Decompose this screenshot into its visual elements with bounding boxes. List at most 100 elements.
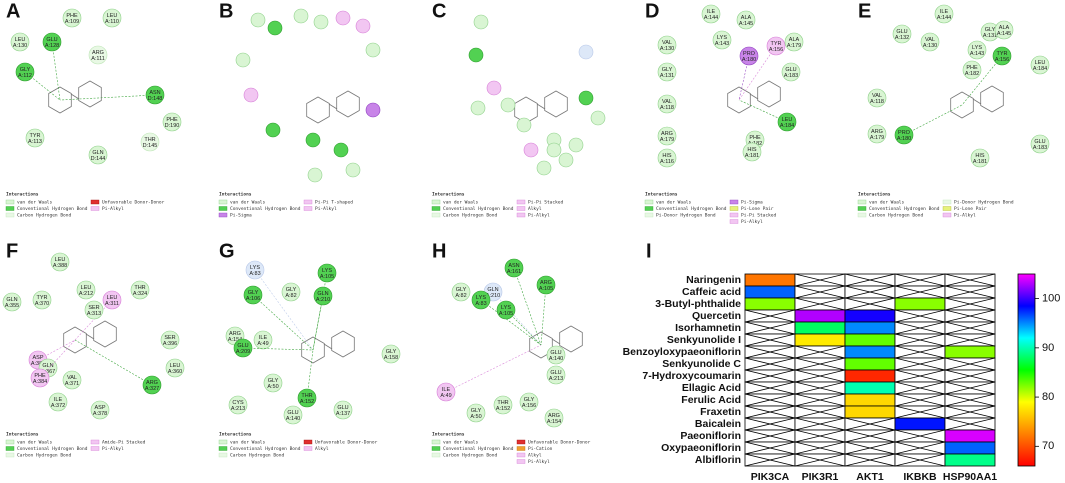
residue-name: GLY (248, 290, 259, 296)
ligand-ring (544, 90, 568, 118)
residue (739, 46, 759, 66)
cell-cross (744, 369, 796, 383)
residue-name: HIS (747, 147, 757, 153)
legend-label: van der Waals (869, 200, 905, 206)
row-label: Baicalein (695, 418, 741, 430)
docking-panel: A PHEA:109LEUA:110LEUA:130GLUA:128ARGA:11… (5, 0, 182, 219)
residue-name: THR (497, 400, 508, 406)
cell-cross (794, 393, 846, 407)
legend-swatch (729, 212, 739, 218)
residue (333, 400, 353, 420)
residue (558, 152, 574, 168)
residue (50, 252, 70, 272)
residue-name: THR (301, 393, 312, 399)
legend-swatch (857, 212, 867, 218)
residue-name: VAL (67, 375, 77, 381)
cell-cross (744, 453, 796, 467)
interaction-line (252, 294, 314, 351)
residue-name: HIS (975, 153, 985, 159)
cell-cross (844, 273, 896, 287)
residue (736, 10, 756, 30)
cell-cross (944, 285, 996, 299)
residue (920, 32, 940, 52)
residue (32, 290, 52, 310)
residue (496, 300, 516, 320)
residue-id: A:156 (522, 403, 536, 409)
legend-swatch (516, 212, 526, 218)
residue-name: LEU (170, 363, 181, 369)
legend-swatch (5, 446, 15, 451)
cell-cross (794, 369, 846, 383)
cell-cross (894, 453, 946, 467)
legend-label: Alkyl (528, 453, 542, 459)
residue-id: A:161 (507, 269, 521, 275)
residue-name: LYS (322, 268, 332, 274)
column-label: PIK3CA (751, 471, 790, 483)
residue-name: ALA (789, 37, 800, 43)
residue-name: ARG (229, 331, 241, 337)
residue (102, 290, 122, 310)
panel-letter: G (219, 240, 235, 262)
legend-label: Pi-Alkyl (528, 459, 550, 465)
residue (160, 330, 180, 350)
residue-name: ARG (548, 413, 560, 419)
legend-swatch (942, 199, 952, 205)
row-label: Ferulic Acid (681, 394, 741, 406)
residue-id: A:145 (739, 21, 753, 27)
cell-cross (894, 381, 946, 395)
residue (701, 4, 721, 24)
panel-letter: D (645, 0, 659, 22)
residue (42, 32, 62, 52)
cell-cross (794, 297, 846, 311)
cell-cross (894, 357, 946, 371)
residue (102, 8, 122, 28)
residue-id: A:143 (715, 41, 729, 47)
cell-cross (944, 405, 996, 419)
row-label: Benzoyloxypaeoniflorin (623, 346, 741, 358)
ligand-ring (78, 80, 102, 108)
residue-id: A:111 (91, 56, 105, 62)
cell-cross (744, 321, 796, 335)
residue (536, 275, 556, 295)
legend-label: Alkyl (315, 446, 329, 452)
residue-id: A:210 (486, 293, 500, 299)
legend-swatch (218, 446, 228, 451)
heat-cell (744, 297, 796, 311)
residue-id: A:130 (923, 43, 937, 49)
legend-swatch (5, 199, 15, 205)
interaction-line (492, 291, 542, 346)
cell-cross (894, 441, 946, 455)
residue (333, 142, 349, 158)
residue-id: A:183 (1033, 145, 1047, 151)
ligand-ring (306, 96, 330, 124)
residue-id: A:82 (285, 293, 296, 299)
residue (471, 290, 491, 310)
column-label: PIK3R1 (802, 471, 839, 483)
residue (88, 145, 108, 165)
cell-cross (944, 273, 996, 287)
residue-id: A:370 (35, 301, 49, 307)
residue (145, 85, 165, 105)
residue-id: A:378 (93, 411, 107, 417)
residue-id: D:190 (165, 123, 180, 129)
legend-label: Conventional Hydrogen Bond (656, 206, 727, 212)
residue (781, 62, 801, 82)
cell-cross (944, 333, 996, 347)
ligand-bond (85, 333, 95, 340)
legend-swatch (90, 446, 100, 451)
residue (590, 110, 606, 126)
residue-id: A:213 (231, 406, 245, 412)
residue (536, 160, 552, 176)
colorbar-tick-label: 80 (1042, 391, 1054, 403)
residue (470, 100, 486, 116)
residue-name: ARG (146, 380, 158, 386)
residue-id: A:180 (742, 57, 756, 63)
residue-name: GLY (286, 287, 297, 293)
cell-cross (844, 453, 896, 467)
residue-name: ILE (54, 397, 63, 403)
interaction-line (540, 284, 547, 346)
residue-id: A:144 (937, 15, 951, 21)
residue-name: GLU (785, 67, 796, 73)
colorbar (1017, 273, 1036, 467)
